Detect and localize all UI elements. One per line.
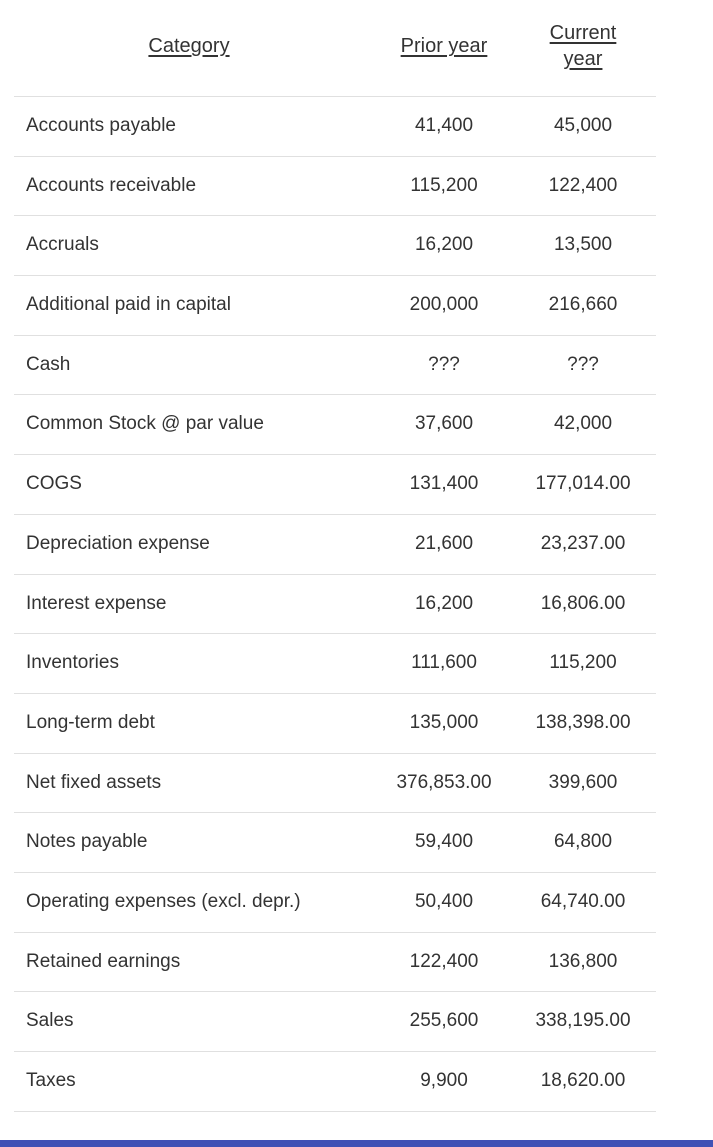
table-row: Inventories 111,600 115,200 [14,633,656,694]
table-row: Taxes 9,900 18,620.00 [14,1051,656,1112]
prior-year-cell: 376,853.00 [364,753,524,814]
current-year-cell: 136,800 [524,932,656,993]
table-row: Sales 255,600 338,195.00 [14,991,656,1052]
current-year-cell: 338,195.00 [524,991,656,1052]
current-year-cell: 42,000 [524,394,656,456]
table-row: Interest expense 16,200 16,806.00 [14,574,656,635]
current-year-cell: 18,620.00 [524,1051,656,1112]
bottom-partial-element-bar [0,1140,713,1147]
category-cell: Inventories [14,633,364,694]
current-year-cell: 23,237.00 [524,514,656,575]
prior-year-cell: 200,000 [364,275,524,336]
table-row: Cash ??? ??? [14,335,656,396]
category-cell: Operating expenses (excl. depr.) [14,872,364,933]
current-year-cell: 122,400 [524,156,656,217]
current-year-cell: 399,600 [524,753,656,814]
current-year-cell: 138,398.00 [524,693,656,754]
table-row: Depreciation expense 21,600 23,237.00 [14,514,656,575]
current-year-cell: 177,014.00 [524,454,656,515]
category-cell: COGS [14,454,364,515]
prior-year-cell: 135,000 [364,693,524,754]
current-year-cell: 64,800 [524,812,656,873]
table-row: Accounts payable 41,400 45,000 [14,96,656,157]
column-header-category: Category [14,0,364,97]
prior-year-cell: 9,900 [364,1051,524,1112]
table-row: Operating expenses (excl. depr.) 50,400 … [14,872,656,933]
column-header-prior-year: Prior year [364,0,524,97]
prior-year-cell: 59,400 [364,812,524,873]
table-row: Long-term debt 135,000 138,398.00 [14,693,656,754]
prior-year-cell: 111,600 [364,633,524,694]
prior-year-cell: 16,200 [364,574,524,635]
category-cell: Sales [14,991,364,1052]
category-cell: Common Stock @ par value [14,394,364,456]
prior-year-cell: 37,600 [364,394,524,456]
current-year-cell: 64,740.00 [524,872,656,933]
financial-data-table: Category Prior year Current year Account… [14,0,656,1112]
table-row: Retained earnings 122,400 136,800 [14,932,656,993]
category-cell: Notes payable [14,812,364,873]
prior-year-cell: 50,400 [364,872,524,933]
prior-year-cell: 131,400 [364,454,524,515]
category-cell: Interest expense [14,574,364,635]
prior-year-cell: 122,400 [364,932,524,993]
table-row: Net fixed assets 376,853.00 399,600 [14,753,656,814]
category-cell: Long-term debt [14,693,364,754]
prior-year-cell: 21,600 [364,514,524,575]
current-year-cell: 13,500 [524,215,656,277]
table-row: Notes payable 59,400 64,800 [14,812,656,873]
category-cell: Accruals [14,215,364,277]
current-year-cell: ??? [524,335,656,396]
current-year-cell: 16,806.00 [524,574,656,635]
category-cell: Depreciation expense [14,514,364,575]
prior-year-cell: 41,400 [364,96,524,157]
prior-year-cell: 255,600 [364,991,524,1052]
prior-year-cell: ??? [364,335,524,396]
category-cell: Cash [14,335,364,396]
category-cell: Net fixed assets [14,753,364,814]
table-row: Accounts receivable 115,200 122,400 [14,156,656,217]
table-row: COGS 131,400 177,014.00 [14,454,656,515]
category-cell: Retained earnings [14,932,364,993]
prior-year-cell: 115,200 [364,156,524,217]
current-year-cell: 216,660 [524,275,656,336]
category-cell: Taxes [14,1051,364,1112]
table-row: Additional paid in capital 200,000 216,6… [14,275,656,336]
category-cell: Accounts receivable [14,156,364,217]
column-header-current-year: Current year [524,0,656,97]
table-row: Accruals 16,200 13,500 [14,215,656,277]
current-year-cell: 115,200 [524,633,656,694]
table-row: Common Stock @ par value 37,600 42,000 [14,394,656,456]
table-header-row: Category Prior year Current year [14,0,656,97]
prior-year-cell: 16,200 [364,215,524,277]
current-year-cell: 45,000 [524,96,656,157]
category-cell: Additional paid in capital [14,275,364,336]
category-cell: Accounts payable [14,96,364,157]
